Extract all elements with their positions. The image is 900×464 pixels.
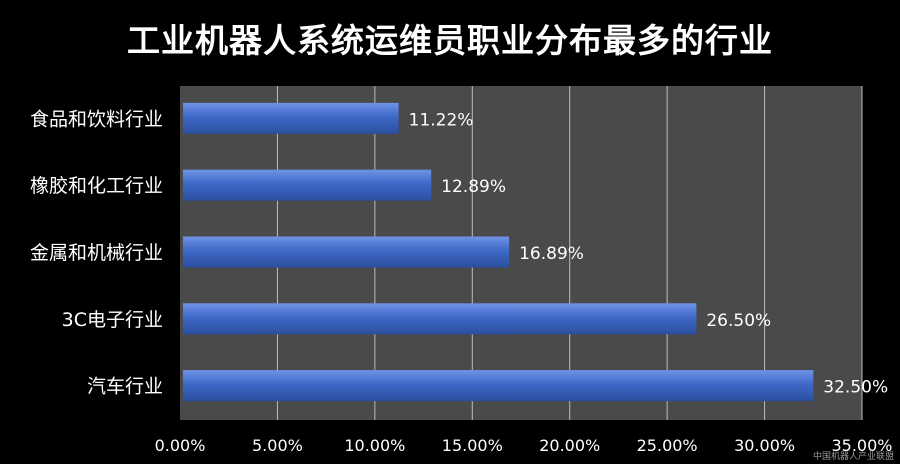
category-label: 橡胶和化工行业: [30, 175, 163, 197]
bar: [183, 102, 399, 134]
watermark: 中国机器人产业联盟: [812, 452, 894, 462]
data-label: 11.22%: [409, 110, 474, 130]
category-label: 金属和机械行业: [30, 242, 163, 264]
x-tick-label: 10.00%: [344, 436, 405, 455]
data-label: 16.89%: [519, 244, 584, 264]
x-tick-label: 25.00%: [637, 436, 698, 455]
category-label: 汽车行业: [87, 376, 163, 398]
x-tick-label: 15.00%: [442, 436, 503, 455]
data-label: 12.89%: [441, 177, 506, 197]
bar: [183, 169, 432, 201]
x-tick-label: 30.00%: [734, 436, 795, 455]
category-label: 3C电子行业: [62, 309, 163, 331]
data-label: 26.50%: [706, 311, 771, 331]
bar: [183, 303, 697, 335]
bar: [183, 236, 510, 268]
x-tick-label: 35.00%: [831, 436, 892, 455]
chart-title: 工业机器人系统运维员职业分布最多的行业: [127, 21, 773, 60]
x-tick-label: 0.00%: [155, 436, 206, 455]
data-label: 32.50%: [823, 378, 888, 398]
x-tick-label: 5.00%: [252, 436, 303, 455]
category-label: 食品和饮料行业: [30, 108, 163, 130]
bar: [183, 370, 814, 402]
x-tick-label: 20.00%: [539, 436, 600, 455]
